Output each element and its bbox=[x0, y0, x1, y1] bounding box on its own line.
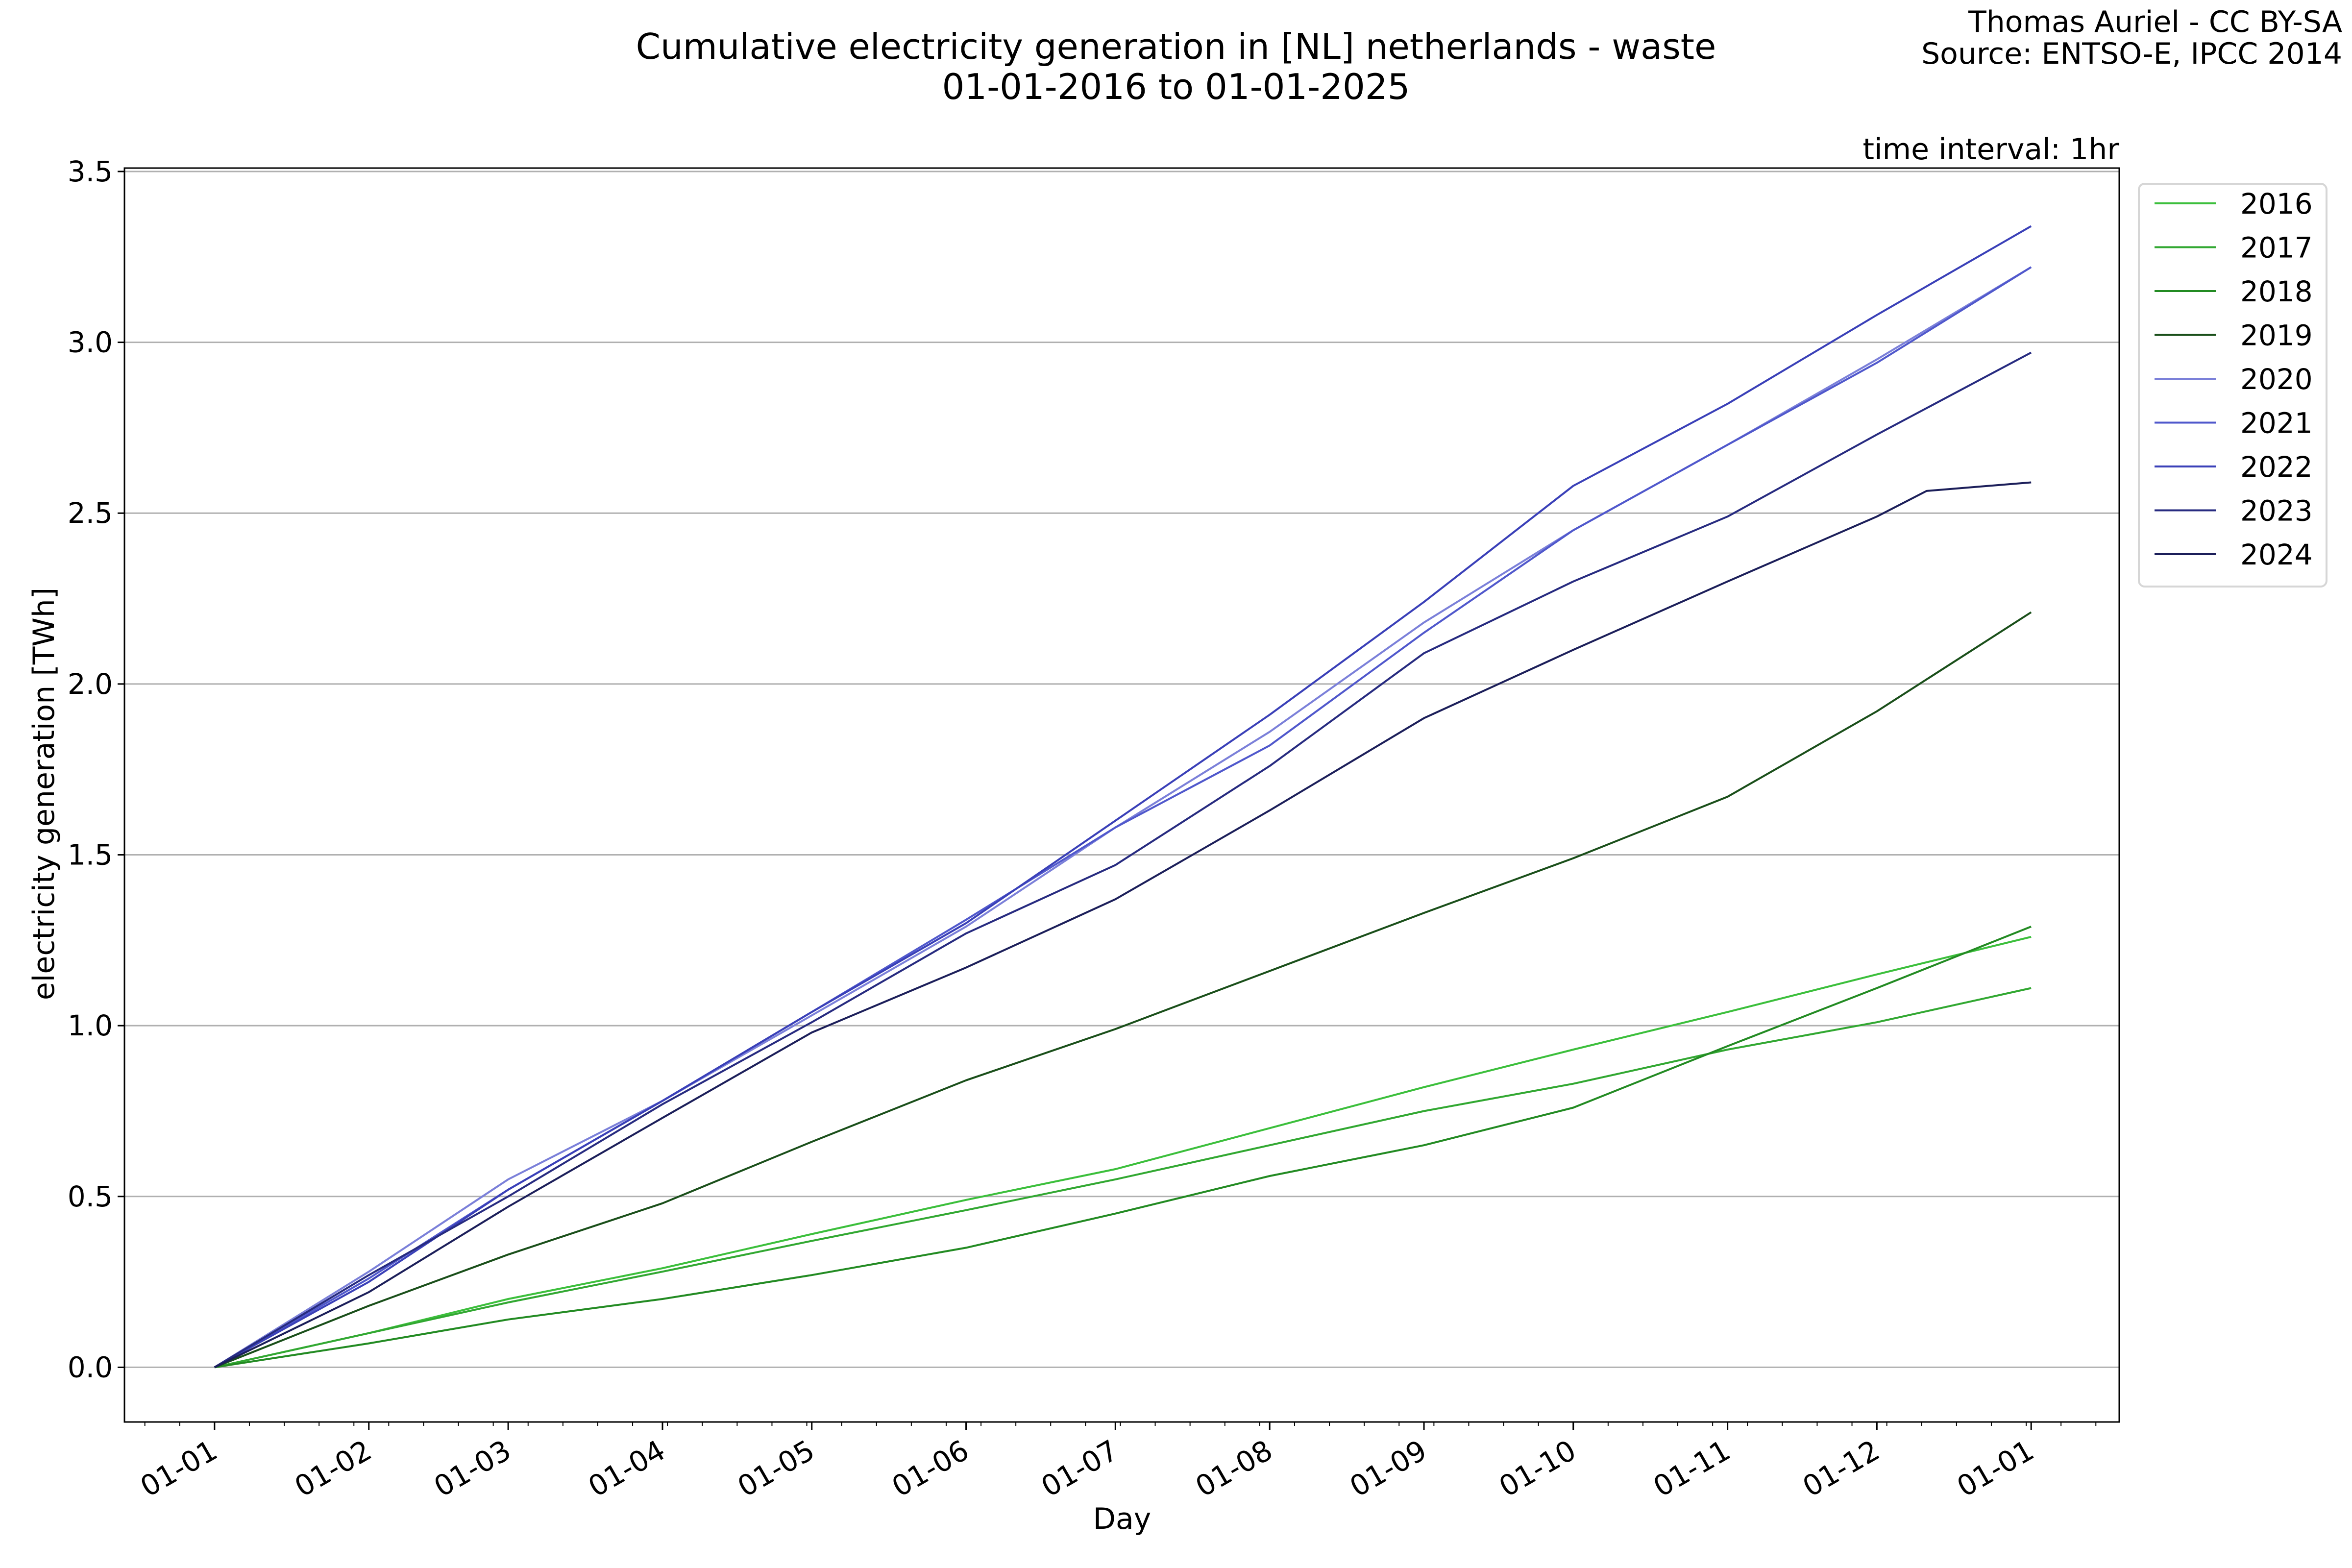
x-tick-label: 01-06 bbox=[886, 1433, 975, 1503]
legend-label-2020: 2020 bbox=[2240, 363, 2313, 396]
series-line-2023 bbox=[214, 351, 2032, 1369]
y-tick-label: 0.5 bbox=[68, 1180, 113, 1213]
credit-author: Thomas Auriel - CC BY-SA bbox=[1968, 5, 2342, 39]
series-line-2021 bbox=[214, 266, 2032, 1369]
y-tick-label: 1.0 bbox=[68, 1009, 113, 1042]
legend: 2016 2017 2018 2019 2020 2021 2022 2023 2024 bbox=[2138, 183, 2328, 588]
x-tick-label: 01-03 bbox=[428, 1433, 516, 1503]
x-tick-label: 01-09 bbox=[1344, 1433, 1432, 1503]
x-tick-label: 01-11 bbox=[1648, 1433, 1736, 1503]
time-interval-annotation: time interval: 1hr bbox=[1862, 132, 2119, 167]
x-tick-label: 01-02 bbox=[289, 1433, 377, 1503]
chart-title: Cumulative electricity generation in [NL… bbox=[636, 26, 1716, 67]
legend-box bbox=[2138, 183, 2328, 588]
y-tick-label: 2.0 bbox=[68, 667, 113, 701]
x-tick-label: 01-01 bbox=[135, 1433, 223, 1503]
y-tick-label: 2.5 bbox=[68, 496, 113, 530]
plot-frame bbox=[123, 167, 2120, 1423]
series-line-2024 bbox=[214, 481, 2032, 1369]
x-tick-label: 01-10 bbox=[1494, 1433, 1582, 1503]
y-tick-label: 3.5 bbox=[68, 155, 113, 188]
x-tick-label: 01-08 bbox=[1190, 1433, 1278, 1503]
series-line-2017 bbox=[214, 987, 2032, 1369]
y-tick-label: 1.5 bbox=[68, 838, 113, 872]
y-tick-label: 3.0 bbox=[68, 326, 113, 359]
y-tick-label: 0.0 bbox=[68, 1350, 113, 1384]
x-tick-label: 01-05 bbox=[732, 1433, 820, 1503]
legend-label-2022: 2022 bbox=[2240, 450, 2313, 484]
series-line-2016 bbox=[214, 935, 2032, 1369]
series-line-2019 bbox=[214, 611, 2032, 1369]
x-tick-label: 01-04 bbox=[583, 1433, 671, 1503]
chart-subtitle: 01-01-2016 to 01-01-2025 bbox=[942, 66, 1410, 107]
legend-label-2018: 2018 bbox=[2240, 275, 2313, 308]
x-tick-label: 01-12 bbox=[1797, 1433, 1885, 1503]
legend-label-2024: 2024 bbox=[2240, 538, 2313, 571]
legend-label-2016: 2016 bbox=[2240, 187, 2313, 220]
x-tick-label: 01-07 bbox=[1035, 1433, 1124, 1503]
legend-label-2017: 2017 bbox=[2240, 231, 2313, 265]
y-axis-label: electricity generation [TWh] bbox=[27, 588, 61, 1000]
legend-label-2019: 2019 bbox=[2240, 319, 2313, 352]
series-line-2018 bbox=[214, 926, 2032, 1369]
legend-label-2021: 2021 bbox=[2240, 407, 2313, 440]
x-axis-label: Day bbox=[1093, 1502, 1151, 1536]
credit-source: Source: ENTSO-E, IPCC 2014 bbox=[1921, 37, 2342, 71]
series-line-2022 bbox=[214, 225, 2032, 1369]
legend-label-2023: 2023 bbox=[2240, 494, 2313, 528]
x-tick-label: 01-01 bbox=[1951, 1433, 2039, 1503]
